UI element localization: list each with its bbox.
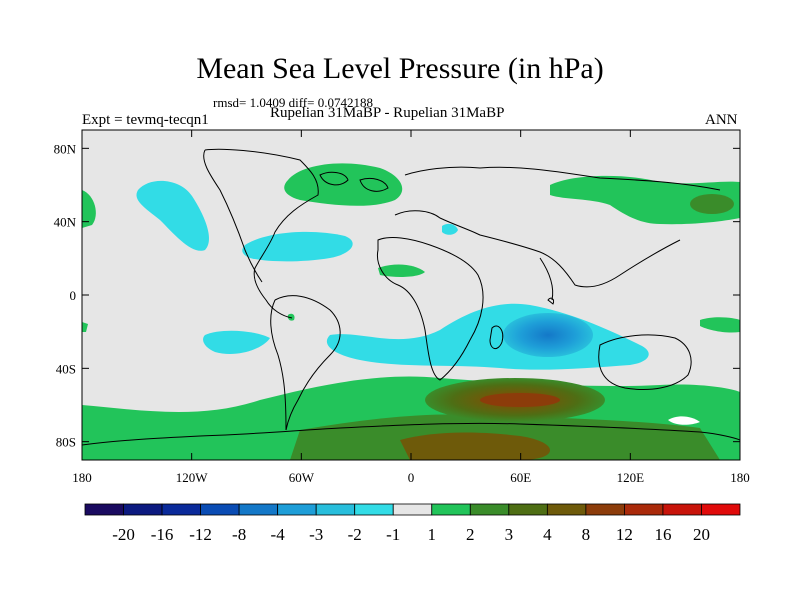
coastlines — [82, 148, 740, 446]
south-indian-ocean-low-core — [503, 313, 593, 357]
y-tick-label: 0 — [70, 288, 77, 303]
north-africa-high — [378, 264, 425, 277]
colorbar-level-label: -16 — [151, 525, 174, 544]
x-tick: 0 — [408, 130, 415, 485]
colorbar-level-label: 3 — [505, 525, 514, 544]
colorbar-level-label: -20 — [112, 525, 135, 544]
coast-antarctica — [82, 422, 740, 446]
x-tick-label: 60W — [289, 470, 315, 485]
x-tick: 180 — [72, 130, 92, 485]
y-tick-label: 80N — [54, 141, 77, 156]
x-axis: 180 120W 60W 0 60E 120E 180 — [72, 130, 750, 485]
x-tick: 180 — [730, 130, 750, 485]
x-tick: 60W — [289, 130, 315, 485]
season-label: ANN — [705, 112, 738, 128]
coast-australia — [598, 334, 692, 390]
colorbar-level-label: 8 — [582, 525, 591, 544]
colorbar-level-label: -1 — [386, 525, 400, 544]
coast-south-america — [270, 295, 341, 431]
coast-europe-asia — [394, 166, 721, 288]
colorbar-level-label: 20 — [693, 525, 710, 544]
colorbar-level-label: -12 — [189, 525, 212, 544]
x-tick-label: 120E — [617, 470, 645, 485]
coast-africa — [376, 237, 484, 381]
colorbar-level-label: 16 — [654, 525, 671, 544]
east-asia-high — [550, 175, 740, 225]
colorbar-swatch — [431, 503, 471, 516]
y-tick-label: 80S — [56, 435, 76, 450]
y-tick: 80N — [54, 141, 740, 156]
colorbar-level-label: 2 — [466, 525, 475, 544]
coast-madagascar — [489, 325, 504, 349]
colorbar-swatch — [200, 503, 240, 516]
colorbar-swatch — [624, 503, 664, 516]
colorbar-level-label: -4 — [271, 525, 286, 544]
x-tick-label: 60E — [510, 470, 531, 485]
colorbar-swatch — [161, 503, 201, 516]
experiment-name: Rupelian 31MaBP - Rupelian 31MaBP — [270, 105, 505, 121]
x-tick-label: 180 — [730, 470, 750, 485]
x-tick: 120W — [176, 130, 209, 485]
x-tick-label: 120W — [176, 470, 209, 485]
colorbar-level-label: 1 — [428, 525, 437, 544]
colorbar-swatch — [392, 503, 433, 516]
x-tick: 60E — [510, 130, 531, 485]
colorbar-level-label: 4 — [543, 525, 552, 544]
pressure-field — [82, 130, 740, 460]
colorbar-swatch — [469, 503, 510, 516]
colorbar-level-label: -2 — [348, 525, 362, 544]
mediterranean-low — [442, 223, 458, 235]
colorbar-swatch — [277, 503, 317, 516]
colorbar-swatch — [546, 503, 587, 516]
colorbar-swatch — [701, 503, 741, 516]
y-tick: 40S — [56, 361, 740, 376]
colorbar-swatch — [238, 503, 279, 516]
x-tick: 120E — [617, 130, 645, 485]
colorbar-swatch — [123, 503, 163, 516]
east-asia-high-core — [690, 194, 734, 214]
y-tick: 80S — [56, 435, 740, 450]
chart-title: Mean Sea Level Pressure (in hPa) — [196, 52, 604, 85]
arctic-europe-high — [284, 163, 403, 206]
colorbar-level-label: -3 — [309, 525, 323, 544]
west-pacific-high — [82, 190, 96, 228]
stats-line: rmsd= 1.0409 diff= 0.0742188 — [213, 95, 373, 110]
antarctic-coast-patch — [400, 432, 550, 460]
australia-east-high — [700, 317, 740, 333]
colorbar-swatch — [354, 503, 394, 516]
y-tick: 40N — [54, 215, 740, 230]
north-atlantic-low — [242, 231, 353, 262]
east-pacific-edge-high — [82, 322, 88, 332]
colorbar-level-label: -8 — [232, 525, 246, 544]
y-tick: 0 — [70, 288, 740, 303]
colorbar-swatch — [84, 503, 124, 516]
south-indian-ocean-high-core — [480, 393, 560, 407]
experiment-label: Expt = tevmq-tecqn1 — [82, 112, 209, 128]
x-tick-label: 0 — [408, 470, 415, 485]
colorbar-swatch — [585, 503, 625, 516]
north-pacific-low — [136, 180, 210, 251]
ross-sea-negative — [668, 416, 700, 425]
colorbar-level-label: 12 — [616, 525, 633, 544]
y-axis: 80N 40N 0 40S 80S — [54, 141, 740, 450]
colorbar-swatch — [508, 503, 548, 516]
coast-arctic-islands — [319, 171, 389, 192]
colorbar-swatch — [662, 503, 702, 516]
coast-india-sri-lanka — [539, 257, 554, 305]
south-pacific-small-high — [287, 313, 295, 321]
south-pacific-low — [203, 330, 270, 355]
colorbar: -20 -16 -12 -8 -4 -3 -2 -1 1 2 3 4 8 12 16 20 — [84, 503, 741, 544]
y-tick-label: 40N — [54, 215, 77, 230]
colorbar-swatch — [315, 503, 356, 516]
x-tick-label: 180 — [72, 470, 92, 485]
coast-north-america — [203, 148, 319, 319]
y-tick-label: 40S — [56, 361, 76, 376]
